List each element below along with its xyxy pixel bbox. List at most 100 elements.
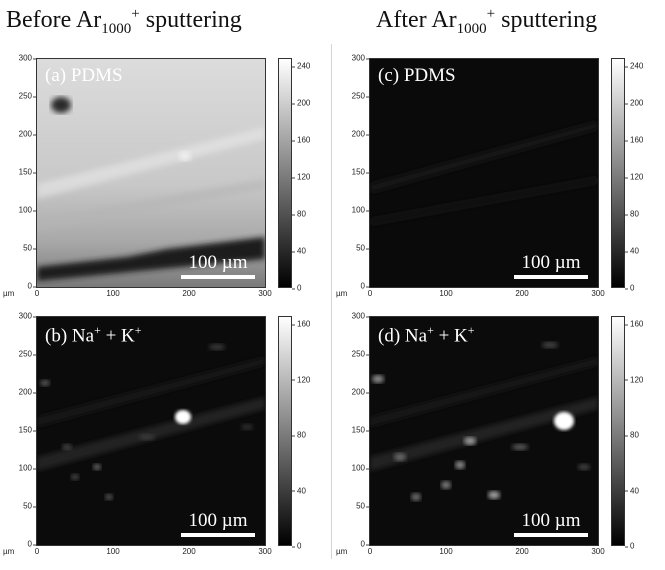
colorbar-tick-label: 120 <box>291 375 311 384</box>
sims-image-nak-before: (b) Na+ + K+ 100 µm <box>36 316 266 546</box>
x-tick-label: 0 <box>34 547 40 556</box>
y-tick-label: 150 <box>18 425 37 435</box>
y-tick-label: 50 <box>356 243 369 253</box>
y-tick-label: 50 <box>23 243 36 253</box>
x-tick-label: 200 <box>182 547 196 556</box>
x-tick-label: 300 <box>591 547 605 556</box>
panel-a: 300 250 200 150 100 50 0 (a) PDMS 100 µm <box>0 53 332 312</box>
panel-c: 300 250 200 150 100 50 0 (c) PDMS 100 µm µm 0 1… <box>333 53 665 312</box>
x-tick-label: 300 <box>258 547 272 556</box>
colorbar <box>278 58 292 288</box>
y-tick-label: 300 <box>18 53 37 63</box>
colorbar-tick-label: 0 <box>624 283 635 293</box>
colorbar-tick-label: 80 <box>625 430 639 440</box>
colorbar-tick-label: 160 <box>624 135 644 145</box>
y-tick-label: 200 <box>18 129 37 139</box>
axis-unit-label: µm <box>3 289 15 298</box>
y-tick-label: 150 <box>351 425 370 435</box>
colorbar-tick-label: 160 <box>291 319 311 329</box>
y-axis: 300 250 200 150 100 50 0 <box>333 53 370 291</box>
y-tick-label: 250 <box>18 349 37 359</box>
y-tick-label: 50 <box>356 501 369 511</box>
colorbar-tick-label: 160 <box>624 319 644 329</box>
scale-bar-line <box>181 533 255 537</box>
x-tick-label: 0 <box>367 547 373 556</box>
y-tick-label: 200 <box>351 387 370 397</box>
x-tick-label: 200 <box>182 289 196 298</box>
colorbar-tick-label: 200 <box>624 98 644 108</box>
y-tick-label: 200 <box>351 129 370 139</box>
colorbar-tick-label: 240 <box>291 61 311 71</box>
scale-bar-line <box>514 275 588 279</box>
column-divider <box>331 44 332 559</box>
colorbar <box>611 316 625 546</box>
x-axis: 0 100 200 300 <box>367 546 605 560</box>
colorbar-tick-label: 80 <box>292 430 306 440</box>
x-axis: 0 100 200 300 <box>34 546 272 560</box>
sims-image-nak-after: (d) Na+ + K+ 100 µm <box>369 316 599 546</box>
x-tick-label: 100 <box>439 289 453 298</box>
panel-b: 300 250 200 150 100 50 0 (b) Na+ + K+ 100 µm µ… <box>0 311 332 570</box>
sims-image-pdms-after: (c) PDMS 100 µm <box>369 58 599 288</box>
scale-bar-line <box>181 275 255 279</box>
y-tick-label: 0 <box>360 539 370 549</box>
colorbar-tick-label: 200 <box>291 98 311 108</box>
colorbar-tick-label: 120 <box>624 375 644 384</box>
colorbar-ticks: 240 200 160 120 80 40 0 <box>624 58 665 293</box>
y-tick-label: 50 <box>23 501 36 511</box>
colorbar-tick-label: 40 <box>292 486 306 495</box>
x-tick-label: 200 <box>515 547 529 556</box>
y-tick-label: 200 <box>18 387 37 397</box>
colorbar-tick-label: 40 <box>625 246 639 256</box>
panel-label-a: (a) PDMS <box>45 65 123 86</box>
y-axis: 300 250 200 150 100 50 0 <box>0 53 37 291</box>
panel-label-c: (c) PDMS <box>378 65 456 86</box>
sims-image-pdms-before: (a) PDMS 100 µm <box>36 58 266 288</box>
axis-unit-label: µm <box>336 289 348 298</box>
y-tick-label: 100 <box>18 205 37 215</box>
y-tick-label: 100 <box>18 463 37 473</box>
x-axis: 0 100 200 300 <box>34 288 272 302</box>
y-tick-label: 150 <box>351 167 370 177</box>
x-tick-label: 100 <box>106 289 120 298</box>
x-tick-label: 200 <box>515 289 529 298</box>
y-axis: 300 250 200 150 100 50 0 <box>333 311 370 549</box>
scale-bar-label: 100 µm <box>521 252 581 273</box>
y-tick-label: 300 <box>351 311 370 321</box>
scale-bar: 100 µm <box>181 510 255 537</box>
y-tick-label: 150 <box>18 167 37 177</box>
y-tick-label: 300 <box>351 53 370 63</box>
x-tick-label: 300 <box>591 289 605 298</box>
axis-unit-label: µm <box>3 547 15 556</box>
x-tick-label: 100 <box>106 547 120 556</box>
colorbar-tick-label: 40 <box>292 246 306 256</box>
colorbar-tick-label: 0 <box>624 541 635 551</box>
y-tick-label: 300 <box>18 311 37 321</box>
y-tick-label: 100 <box>351 205 370 215</box>
y-tick-label: 250 <box>351 349 370 359</box>
x-tick-label: 0 <box>34 289 40 298</box>
scale-bar: 100 µm <box>514 252 588 279</box>
colorbar <box>611 58 625 288</box>
colorbar-tick-label: 40 <box>625 486 639 495</box>
axis-unit-label: µm <box>336 547 348 556</box>
colorbar-tick-label: 120 <box>624 172 644 182</box>
scale-bar: 100 µm <box>181 252 255 279</box>
y-axis: 300 250 200 150 100 50 0 <box>0 311 37 549</box>
x-tick-label: 0 <box>367 289 373 298</box>
scale-bar-line <box>514 533 588 537</box>
colorbar <box>278 316 292 546</box>
colorbar-tick-label: 240 <box>624 61 644 71</box>
y-tick-label: 250 <box>18 91 37 101</box>
title-after: After Ar1000+ sputtering <box>376 6 598 37</box>
panel-label-b: (b) Na+ + K+ <box>45 323 142 347</box>
scale-bar-label: 100 µm <box>188 510 248 531</box>
colorbar-tick-label: 160 <box>291 135 311 145</box>
colorbar-tick-label: 120 <box>291 172 311 182</box>
colorbar-tick-label: 80 <box>625 209 639 219</box>
colorbar-tick-label: 0 <box>291 541 302 551</box>
scale-bar: 100 µm <box>514 510 588 537</box>
colorbar-ticks: 160 120 80 40 0 <box>291 316 332 551</box>
y-tick-label: 0 <box>27 281 37 291</box>
colorbar-tick-label: 0 <box>291 283 302 293</box>
